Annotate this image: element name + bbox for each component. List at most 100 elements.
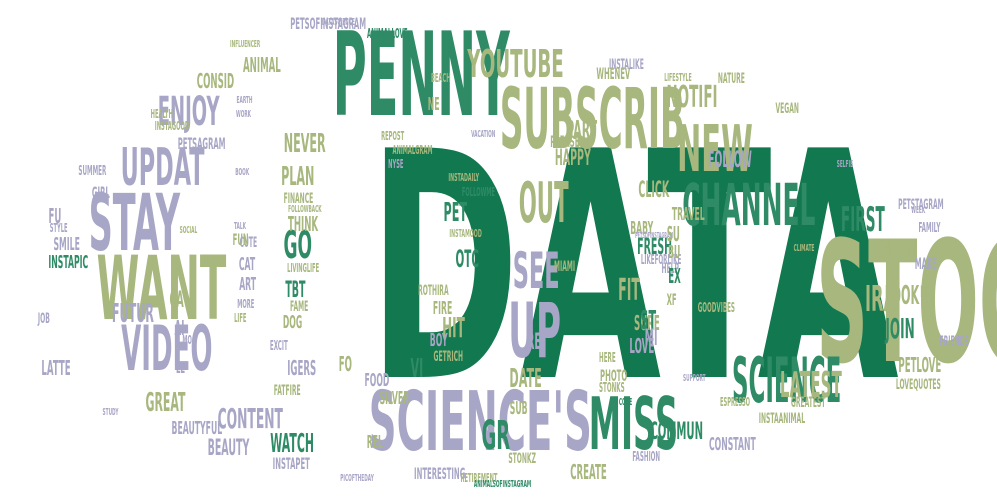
- cloud-word: SOCIAL: [179, 225, 198, 236]
- cloud-word: PLEASE: [550, 132, 580, 151]
- cloud-word: JOIN: [885, 312, 915, 345]
- cloud-word: NOTIFI: [666, 80, 718, 115]
- cloud-word: LIVINGLIFE: [287, 261, 320, 275]
- cloud-word: DOG: [282, 312, 303, 333]
- cloud-word: EX: [668, 264, 681, 288]
- cloud-word: STYLE: [49, 221, 68, 235]
- cloud-word: SEE: [512, 242, 560, 300]
- cloud-word: CUTE: [239, 235, 258, 251]
- cloud-word: CODE: [618, 397, 633, 408]
- cloud-word: BOY: [429, 330, 448, 351]
- cloud-word: GO: [283, 223, 313, 267]
- cloud-word: BOOK: [235, 167, 250, 178]
- cloud-word: VI: [410, 354, 424, 384]
- cloud-word: ENJOY: [157, 89, 220, 135]
- cloud-word: FAMILY: [918, 221, 941, 236]
- cloud-word: SURE: [634, 311, 660, 335]
- cloud-word: FOLLOWBACK: [288, 204, 322, 215]
- cloud-word: NYSE: [388, 157, 404, 171]
- cloud-word: UPDAT: [120, 138, 205, 198]
- cloud-word: FO: [338, 352, 352, 376]
- cloud-word: CHANNEL: [682, 171, 816, 239]
- cloud-word: FINANCE: [283, 191, 314, 207]
- cloud-word: XF: [666, 290, 677, 309]
- cloud-word: FIRE: [432, 298, 453, 319]
- cloud-word: CONSTANT: [708, 434, 756, 455]
- cloud-word: INSTADAILY: [448, 171, 480, 184]
- cloud-word: FOOD: [364, 370, 390, 391]
- cloud-word: STAY: [88, 179, 181, 269]
- cloud-word: PICOFTHEDAY: [340, 473, 374, 484]
- cloud-word: CA: [169, 288, 184, 313]
- cloud-word: STOCK: [816, 205, 997, 401]
- cloud-word: ANIMAL: [243, 53, 281, 77]
- cloud-word: PETLOVE: [898, 353, 942, 377]
- cloud-word: CLIMATE: [793, 243, 815, 254]
- cloud-word: LE: [176, 358, 186, 377]
- cloud-word: ROTHIRA: [418, 283, 449, 299]
- cloud-word: MIAMI: [554, 259, 576, 275]
- cloud-word: VEGAN: [775, 101, 799, 117]
- cloud-word: FOLLOWME: [461, 185, 495, 199]
- cloud-word: JOB: [37, 311, 50, 327]
- cloud-word: SCIENCE'S: [368, 375, 592, 470]
- cloud-word: BABY: [630, 218, 654, 239]
- cloud-word: UP: [508, 286, 562, 375]
- cloud-word: IGERS: [287, 356, 317, 380]
- cloud-word: GIRL: [91, 183, 110, 202]
- cloud-word: FAME: [290, 299, 309, 315]
- cloud-word: SCIENCE: [732, 344, 842, 417]
- cloud-word: FUN: [232, 230, 249, 249]
- cloud-word: NE: [427, 94, 440, 115]
- cloud-word: VACATION: [471, 129, 496, 140]
- cloud-word: INSTAANIMAL: [758, 411, 806, 427]
- cloud-word: MORE: [237, 297, 255, 311]
- cloud-word: MO: [182, 333, 192, 347]
- cloud-word: OTC: [455, 245, 479, 273]
- cloud-word: FU: [48, 204, 62, 228]
- cloud-word: FIT: [618, 273, 641, 308]
- cloud-word: ART: [239, 274, 257, 295]
- cloud-word: TBT: [285, 278, 306, 303]
- cloud-word: HIT: [442, 311, 465, 344]
- cloud-word: INTERESTING: [414, 464, 466, 483]
- cloud-word: REL: [366, 432, 383, 453]
- cloud-word: SMILE: [53, 234, 80, 255]
- cloud-word: LOVEQUOTES: [895, 377, 941, 393]
- cloud-word: EARTH: [236, 95, 253, 106]
- cloud-word: STONKZ: [508, 451, 536, 467]
- cloud-word: AI: [174, 316, 185, 340]
- cloud-word: GREAT: [145, 388, 186, 418]
- cloud-word: ST: [640, 306, 657, 336]
- cloud-word: NEVER: [283, 129, 326, 159]
- cloud-word: LIFESTYLE: [664, 71, 692, 84]
- cloud-word: COMMUN: [650, 417, 704, 445]
- cloud-word: FRESH: [637, 235, 673, 260]
- cloud-word: PLAN: [281, 162, 315, 192]
- cloud-word: IRA: [864, 279, 897, 320]
- cloud-word: ANIMALLOVE: [366, 27, 408, 42]
- cloud-word: DATE: [509, 364, 542, 394]
- cloud-word: FF: [920, 282, 930, 301]
- cloud-word: WORK: [235, 109, 252, 120]
- cloud-word: FATFIRE: [273, 383, 301, 399]
- cloud-word: SILVER: [379, 388, 410, 409]
- cloud-word: LOVE: [629, 334, 655, 358]
- cloud-word: DATASCIENCE: [321, 17, 355, 28]
- cloud-word: FASHION: [632, 450, 661, 465]
- cloud-word: HAPPY: [554, 146, 591, 171]
- cloud-word: WEEK: [911, 205, 926, 216]
- cloud-word: LOOK: [884, 281, 920, 311]
- cloud-word: NEW: [677, 113, 753, 187]
- cloud-word: INSTAPIC: [48, 252, 89, 273]
- cloud-word: INFLUENCER: [229, 39, 261, 50]
- cloud-word: FIRST: [840, 200, 885, 240]
- cloud-word: PETSAGRAM: [177, 134, 226, 153]
- cloud-word: SUB: [509, 398, 528, 419]
- cloud-word: LATTE: [41, 356, 71, 380]
- cloud-word: LIKEFORLIKE: [640, 253, 682, 268]
- cloud-word: INSTAGOOD: [154, 119, 190, 133]
- cloud-word: STREAM: [876, 236, 917, 260]
- cloud-word: NATURE: [717, 71, 745, 87]
